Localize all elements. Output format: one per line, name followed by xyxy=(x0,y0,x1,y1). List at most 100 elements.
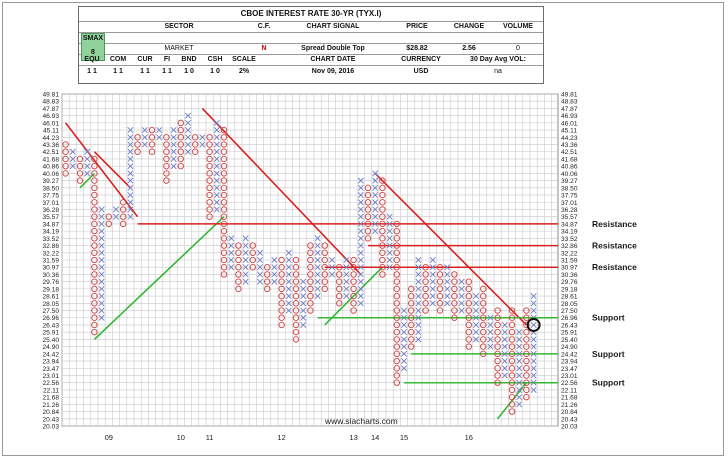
o-box xyxy=(91,292,98,300)
o-box xyxy=(480,300,487,307)
o-box xyxy=(379,177,386,184)
support-label: Support xyxy=(592,349,625,359)
o-box xyxy=(220,148,228,155)
o-box xyxy=(350,307,357,314)
x-box xyxy=(213,141,220,148)
x-box xyxy=(343,285,350,292)
x-box xyxy=(98,213,105,220)
x-box xyxy=(530,350,537,357)
o-box xyxy=(494,328,501,336)
o-box xyxy=(307,271,314,278)
o-box xyxy=(480,321,487,329)
o-box xyxy=(350,285,357,293)
x-tick-label: 10 xyxy=(177,433,185,442)
o-box xyxy=(321,278,328,285)
y-tick-label-left: 25.40 xyxy=(42,337,59,344)
o-box xyxy=(393,328,400,336)
x-box xyxy=(314,249,321,256)
x-box xyxy=(271,256,278,264)
o-box xyxy=(523,336,530,343)
x-box xyxy=(84,155,91,163)
o-box xyxy=(235,271,242,278)
y-tick-label-left: 48.83 xyxy=(42,99,59,106)
y-tick-label-left: 44.23 xyxy=(42,135,59,142)
o-box xyxy=(292,307,300,314)
x-box xyxy=(127,155,134,163)
o-box xyxy=(264,271,271,278)
y-tick-label-right: 22.11 xyxy=(561,387,577,394)
bullish-support-trendline xyxy=(93,216,225,340)
avg-vol-value: na xyxy=(494,68,502,75)
x-box xyxy=(285,307,292,314)
o-box xyxy=(62,141,69,148)
bearish-resistance-trendline xyxy=(374,172,527,326)
o-box xyxy=(307,300,314,307)
o-box xyxy=(508,365,516,372)
x-box xyxy=(530,300,537,307)
o-box xyxy=(494,336,501,343)
x-box xyxy=(429,256,436,264)
x-box xyxy=(300,314,307,321)
o-box xyxy=(350,256,357,264)
scale-label: SCALE xyxy=(232,56,256,63)
y-tick-label-left: 20.84 xyxy=(42,409,59,416)
x-box xyxy=(300,321,307,329)
y-tick-label-right: 23.94 xyxy=(561,359,578,366)
y-tick-label-right: 30.97 xyxy=(561,265,578,272)
o-box xyxy=(422,285,429,293)
o-box xyxy=(264,285,271,293)
o-box xyxy=(278,278,285,285)
y-tick-label-right: 26.96 xyxy=(561,315,578,322)
x-box xyxy=(127,141,134,148)
o-box xyxy=(523,314,530,321)
o-box xyxy=(220,220,228,228)
o-box xyxy=(364,206,372,213)
x-box xyxy=(98,264,105,271)
o-box xyxy=(379,184,386,192)
x-box xyxy=(501,357,508,365)
o-box xyxy=(163,170,170,177)
x-box xyxy=(199,134,206,141)
x-tick-label: 13 xyxy=(349,433,357,442)
x-box xyxy=(444,293,451,300)
o-box xyxy=(292,292,300,300)
x-box xyxy=(400,343,408,350)
x-box xyxy=(112,206,120,213)
x-box xyxy=(69,155,76,163)
y-tick-label-left: 22.56 xyxy=(42,380,59,387)
y-tick-label-left: 29.18 xyxy=(42,286,59,293)
x-box xyxy=(516,343,523,350)
o-box xyxy=(177,162,184,170)
o-box xyxy=(163,155,170,163)
x-box xyxy=(127,191,134,199)
x-box xyxy=(127,170,134,177)
x-box xyxy=(285,249,292,256)
o-box xyxy=(364,213,372,220)
o-box xyxy=(379,256,386,264)
o-box xyxy=(393,365,400,372)
o-box xyxy=(220,271,228,278)
o-box xyxy=(451,292,458,300)
x-box xyxy=(530,336,537,343)
o-box xyxy=(494,357,501,365)
x-box xyxy=(141,134,148,141)
o-box xyxy=(494,350,501,358)
x-box xyxy=(400,336,408,343)
asset-csh-label: CSH xyxy=(207,56,223,63)
x-box xyxy=(228,242,235,249)
o-box xyxy=(148,141,156,148)
x-box xyxy=(530,343,537,350)
o-box xyxy=(278,300,285,307)
o-box xyxy=(408,336,415,343)
x-box xyxy=(300,300,307,307)
y-tick-label-left: 39.27 xyxy=(42,178,59,185)
o-box xyxy=(206,184,213,192)
y-tick-label-left: 32.22 xyxy=(42,250,59,257)
y-tick-label-right: 34.87 xyxy=(561,221,578,228)
o-box xyxy=(249,256,256,264)
o-box xyxy=(177,141,184,148)
o-box xyxy=(422,271,429,278)
signal-label: CHART SIGNAL xyxy=(306,23,360,30)
o-box xyxy=(91,227,98,235)
o-box xyxy=(91,199,98,206)
